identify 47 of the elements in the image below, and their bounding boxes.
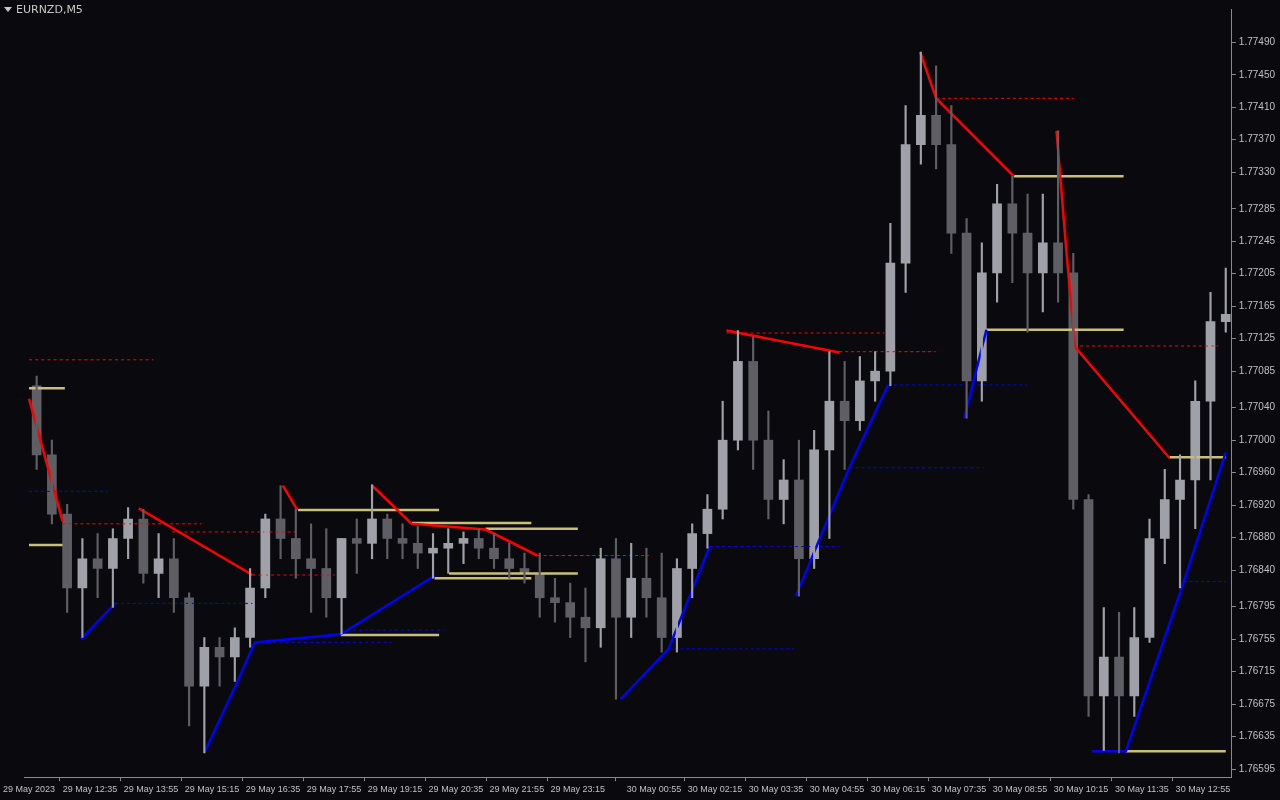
- y-tick-label: 1.76880: [1238, 531, 1276, 543]
- x-tick-label: 30 May 06:15: [870, 784, 926, 795]
- x-tick-label: 30 May 11:35: [1114, 784, 1169, 795]
- y-tick-label: 1.77285: [1238, 202, 1276, 214]
- y-tick-label: 1.77370: [1238, 133, 1276, 145]
- candlestick: [443, 528, 454, 574]
- y-tick-label: 1.77205: [1238, 267, 1276, 279]
- y-tick-label: 1.76635: [1238, 730, 1276, 742]
- y-tick-label: 1.76675: [1238, 697, 1276, 709]
- chart-title: EURNZD,M5: [16, 3, 83, 16]
- y-tick-label: 1.77410: [1238, 101, 1276, 113]
- x-tick-label: 29 May 23:15: [550, 784, 606, 795]
- x-tick-label: 29 May 15:15: [184, 784, 240, 795]
- x-tick-label: 29 May 13:55: [123, 784, 179, 795]
- y-tick-label: 1.76715: [1238, 665, 1276, 677]
- x-tick-label: 29 May 16:35: [245, 784, 301, 795]
- y-tick-label: 1.76920: [1238, 498, 1276, 510]
- x-tick-label: 30 May 12:55: [1175, 784, 1231, 795]
- y-tick-label: 1.77085: [1238, 364, 1276, 376]
- x-tick-label: 30 May 10:15: [1053, 784, 1109, 795]
- x-tick-label: 29 May 17:55: [306, 784, 362, 795]
- x-tick-label: 29 May 12:35: [62, 784, 118, 795]
- y-tick-label: 1.77245: [1238, 235, 1276, 246]
- y-tick-label: 1.77330: [1238, 165, 1276, 177]
- x-tick-label: 30 May 07:35: [931, 784, 987, 795]
- y-tick-label: 1.76840: [1238, 563, 1276, 575]
- x-tick-label: 29 May 21:55: [489, 784, 545, 795]
- x-tick-label: 29 May 2023: [3, 784, 56, 795]
- y-tick-label: 1.77125: [1238, 332, 1276, 344]
- y-tick-label: 1.77490: [1238, 36, 1276, 48]
- x-tick-label: 29 May 19:15: [367, 784, 423, 795]
- x-tick-label: 30 May 08:55: [992, 784, 1048, 795]
- y-tick-label: 1.77450: [1238, 68, 1276, 80]
- y-tick-label: 1.76595: [1238, 762, 1276, 774]
- candlestick: [351, 518, 362, 574]
- x-tick-label: 30 May 04:55: [809, 784, 865, 795]
- x-tick-label: 30 May 03:35: [748, 784, 804, 795]
- x-tick-label: 30 May 00:55: [626, 784, 682, 795]
- y-tick-label: 1.77040: [1238, 401, 1276, 413]
- x-tick-label: 29 May 20:35: [428, 784, 484, 795]
- y-tick-label: 1.76795: [1238, 600, 1276, 612]
- y-tick-label: 1.77165: [1238, 299, 1276, 311]
- y-tick-label: 1.76960: [1238, 466, 1276, 478]
- y-tick-label: 1.77000: [1238, 433, 1276, 445]
- candlestick: [550, 577, 560, 623]
- y-tick-label: 1.76755: [1238, 632, 1276, 644]
- x-tick-label: 30 May 02:15: [687, 784, 743, 795]
